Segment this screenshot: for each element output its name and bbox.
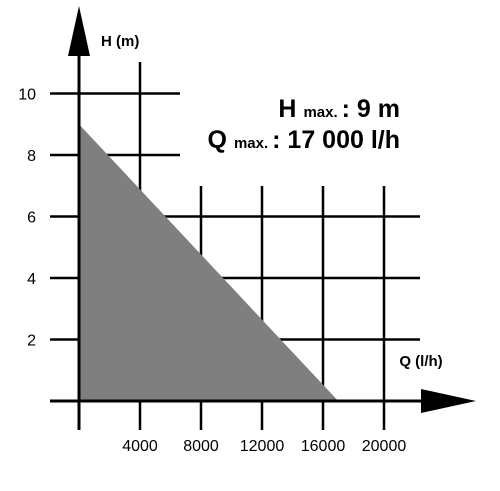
x-tick-label-20000: 20000 (362, 438, 407, 455)
x-tick-label-16000: 16000 (301, 438, 346, 455)
qmax-main: Q (207, 126, 226, 154)
y-axis-label: H (m) (101, 33, 139, 50)
x-axis-label: Q (l/h) (399, 353, 442, 370)
y-tick-label-10: 10 (18, 87, 36, 104)
y-tick-label-8: 8 (27, 148, 36, 165)
hmax-annotation: H max. : 9 m (278, 95, 400, 123)
y-tick-label-6: 6 (27, 210, 36, 227)
tick-label-layer: 2 4 6 8 10 4000 8000 12000 16000 20000 (18, 87, 406, 456)
qmax-annotation: Q max. : 17 000 l/h (207, 126, 400, 154)
y-tick-label-4: 4 (27, 271, 36, 288)
x-tick-label-8000: 8000 (183, 438, 219, 455)
axis-layer (50, 6, 476, 430)
x-axis-arrow (421, 389, 476, 413)
hmax-value: : 9 m (342, 95, 400, 123)
qmax-sub: max. (234, 135, 268, 152)
x-tick-label-4000: 4000 (122, 438, 158, 455)
hmax-sub: max. (303, 104, 337, 121)
y-tick-label-2: 2 (27, 333, 36, 350)
qmax-value: : 17 000 l/h (272, 126, 400, 154)
y-axis-arrow (68, 6, 90, 56)
hmax-main: H (278, 95, 296, 123)
x-tick-label-12000: 12000 (240, 438, 285, 455)
area-series-fill (79, 124, 339, 401)
